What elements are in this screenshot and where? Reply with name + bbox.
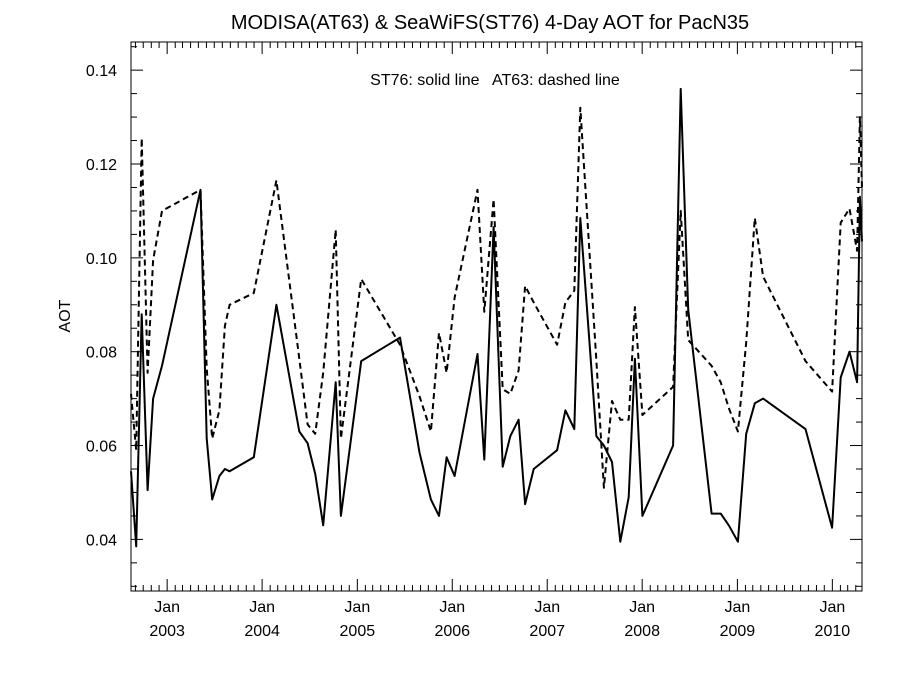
x-tick-label-year: 2006	[434, 623, 470, 640]
x-tick-label-month: Jan	[534, 599, 560, 616]
x-tick-label-year: 2003	[149, 623, 185, 640]
tick-labels: 0.04 0.06 0.08 0.10 0.12 0.14 Jan 2003 Jan 2004 Ja…	[86, 63, 850, 640]
x-tick-label-year: 2009	[720, 623, 756, 640]
x-tick-label-month: Jan	[344, 599, 370, 616]
y-tick-label: 0.06	[86, 439, 117, 456]
x-tick-label-month: Jan	[439, 599, 465, 616]
axis-ticks	[131, 42, 862, 591]
x-tick-label-year: 2010	[815, 623, 851, 640]
y-tick-label: 0.14	[86, 63, 117, 80]
series-line-st76	[130, 87, 863, 548]
chart-title: MODISA(AT63) & SeaWiFS(ST76) 4-Day AOT f…	[231, 12, 749, 34]
y-tick-label: 0.12	[86, 157, 117, 174]
x-tick-label-year: 2008	[624, 623, 660, 640]
x-tick-label-month: Jan	[154, 599, 180, 616]
y-tick-label: 0.08	[86, 345, 117, 362]
y-tick-label: 0.10	[86, 251, 117, 268]
y-tick-label: 0.04	[86, 532, 117, 549]
series-layer	[130, 87, 863, 548]
legend-text: ST76: solid line AT63: dashed line	[370, 72, 620, 89]
x-tick-label-year: 2005	[340, 623, 376, 640]
x-tick-label-month: Jan	[249, 599, 275, 616]
x-tick-label-month: Jan	[819, 599, 845, 616]
x-tick-label-year: 2007	[529, 623, 565, 640]
x-tick-label-year: 2004	[244, 623, 280, 640]
y-axis-label: AOT	[57, 299, 74, 332]
x-tick-label-month: Jan	[629, 599, 655, 616]
x-tick-label-month: Jan	[724, 599, 750, 616]
plot-frame	[130, 41, 863, 592]
